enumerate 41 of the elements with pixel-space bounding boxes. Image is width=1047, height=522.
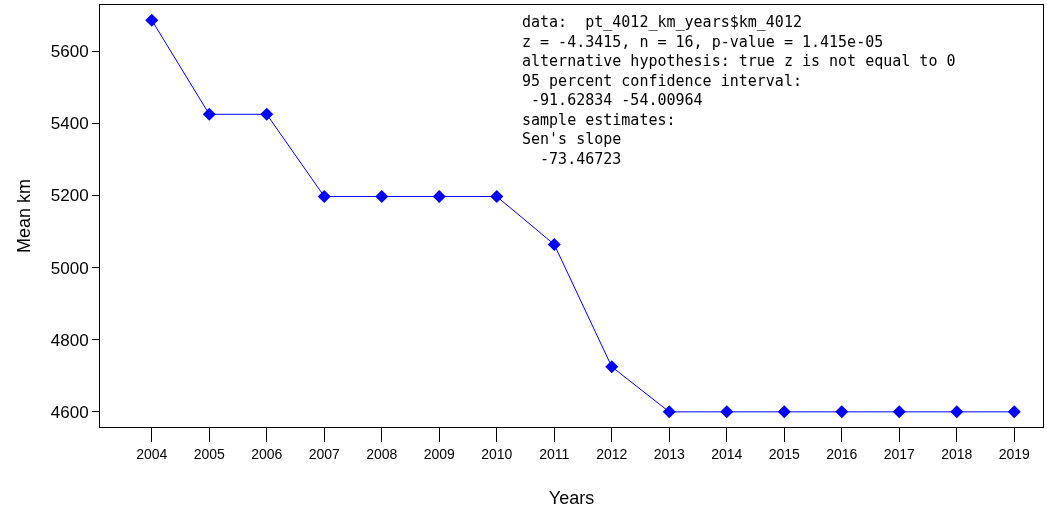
point [145, 13, 159, 27]
y-axis-title: Mean km [13, 178, 34, 254]
point [260, 107, 274, 121]
y-tick-label: 5600 [50, 42, 89, 62]
point [375, 190, 389, 204]
point [892, 405, 906, 419]
x-tick-label: 2008 [366, 445, 398, 462]
point [720, 405, 734, 419]
x-tick-label: 2018 [941, 445, 973, 462]
y-tick-label: 5400 [50, 114, 89, 134]
x-axis-title: Years [548, 487, 595, 508]
point [202, 107, 216, 121]
y-tick-label: 5000 [50, 258, 89, 278]
x-tick-label: 2016 [826, 445, 858, 462]
x-tick-label: 2006 [251, 445, 283, 462]
x-tick-label: 2019 [998, 445, 1031, 462]
x-tick-label: 2009 [423, 445, 456, 462]
point [777, 405, 791, 419]
point [490, 190, 504, 204]
y-tick-label: 4600 [50, 402, 89, 422]
x-tick-label: 2013 [653, 445, 686, 462]
x-tick-label: 2015 [768, 445, 801, 462]
y-tick-label: 5200 [50, 186, 89, 206]
x-tick-label: 2005 [193, 445, 226, 462]
point [547, 237, 561, 251]
x-tick-label: 2014 [711, 445, 743, 462]
point [662, 405, 676, 419]
annotation: data: pt_4012_km_years$km_4012 z = -4.3415, n = 16, p-value = 1.415e-05 alternative hypothesis: true z is not equal to 0 95 percent confidence interval: -91.62834 -54.00964 sample estimates: Sen's slope -73.46723 [522, 13, 956, 168]
x-tick-label: 2004 [136, 445, 168, 462]
point [950, 405, 964, 419]
x-tick-label: 2010 [481, 445, 513, 462]
point [835, 405, 849, 419]
point [605, 360, 619, 374]
point [317, 190, 331, 204]
y-tick-label: 4800 [50, 330, 89, 350]
x-tick-label: 2012 [596, 445, 628, 462]
point [1007, 405, 1021, 419]
x-tick-label: 2007 [308, 445, 341, 462]
x-tick-label: 2017 [883, 445, 916, 462]
x-tick-label: 2011 [539, 445, 570, 462]
point [432, 190, 446, 204]
